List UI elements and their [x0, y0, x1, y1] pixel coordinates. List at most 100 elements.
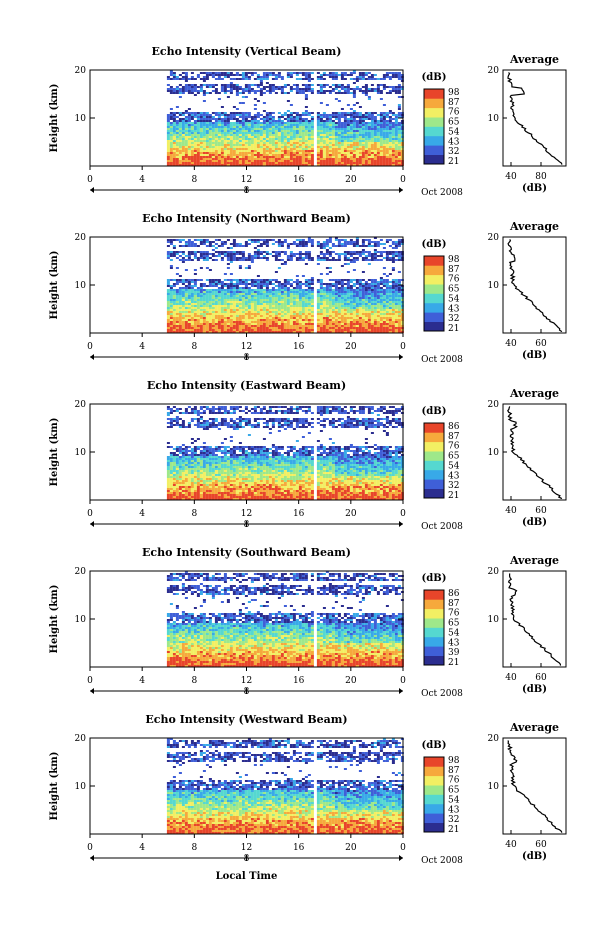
heatmap-cell: [310, 327, 314, 329]
heatmap-cell: [262, 154, 266, 156]
heatmap-cell: [220, 132, 224, 134]
heatmap-cell: [196, 311, 200, 313]
heatmap-cell: [193, 148, 197, 150]
heatmap-cell: [355, 116, 359, 118]
heatmap-cell: [331, 146, 335, 148]
heatmap-cell: [346, 325, 350, 327]
heatmap-cell: [250, 285, 254, 287]
heatmap-cell: [400, 327, 404, 329]
heatmap-cell: [253, 285, 257, 287]
heatmap-cell: [310, 154, 314, 156]
heatmap-cell: [277, 76, 281, 78]
heatmap-cell: [367, 309, 371, 311]
heatmap-cell: [196, 116, 200, 118]
heatmap-cell: [397, 303, 401, 305]
heatmap-cell: [265, 116, 269, 118]
heatmap-cell: [334, 138, 338, 140]
heatmap-cell: [241, 323, 245, 325]
heatmap-cell: [292, 144, 296, 146]
heatmap-cell: [286, 116, 290, 118]
heatmap-cell: [226, 146, 230, 148]
heatmap-cell: [277, 287, 281, 289]
heatmap-cell: [280, 321, 284, 323]
heatmap-cell: [250, 319, 254, 321]
heatmap-cell: [169, 299, 173, 301]
heatmap-cell: [196, 126, 200, 128]
heatmap-cell: [370, 301, 374, 303]
heatmap-cell: [385, 150, 389, 152]
heatmap-cell: [280, 154, 284, 156]
heatmap-cell: [331, 122, 335, 124]
heatmap-cell: [274, 255, 278, 257]
heatmap-cell: [217, 114, 221, 116]
heatmap-cell: [196, 293, 200, 295]
heatmap-cell: [325, 259, 329, 261]
heatmap-cell: [187, 160, 191, 162]
heatmap-cell: [385, 315, 389, 317]
heatmap-cell: [286, 144, 290, 146]
heatmap-cell: [211, 90, 215, 92]
heatmap-cell: [220, 142, 224, 144]
heatmap-cell: [373, 118, 377, 120]
heatmap-cell: [367, 305, 371, 307]
heatmap-cell: [220, 309, 224, 311]
heatmap-cell: [280, 164, 284, 166]
heatmap-cell: [235, 283, 239, 285]
heatmap-cell: [211, 283, 215, 285]
heatmap-cell: [328, 72, 332, 74]
heatmap-cell: [268, 291, 272, 293]
heatmap-cell: [304, 96, 308, 98]
heatmap-cell: [295, 299, 299, 301]
heatmap-cell: [346, 327, 350, 329]
heatmap-cell: [361, 78, 365, 80]
heatmap-cell: [256, 140, 260, 142]
heatmap-cell: [376, 281, 380, 283]
heatmap-cell: [217, 301, 221, 303]
heatmap-cell: [232, 142, 236, 144]
heatmap-cell: [172, 116, 176, 118]
heatmap-cell: [367, 327, 371, 329]
heatmap-cell: [253, 150, 257, 152]
heatmap-cell: [193, 273, 197, 275]
heatmap-cell: [310, 297, 314, 299]
heatmap-cell: [355, 281, 359, 283]
heatmap-cell: [178, 148, 182, 150]
heatmap-cell: [334, 311, 338, 313]
heatmap-cell: [295, 331, 299, 333]
heatmap-cell: [376, 309, 380, 311]
heatmap-cell: [235, 136, 239, 138]
heatmap-cell: [166, 329, 170, 331]
heatmap-cell: [310, 128, 314, 130]
heatmap-cell: [172, 90, 176, 92]
heatmap-cell: [346, 126, 350, 128]
heatmap-cell: [379, 162, 383, 164]
heatmap-cell: [208, 142, 212, 144]
heatmap-cell: [220, 293, 224, 295]
heatmap-cell: [247, 303, 251, 305]
heatmap-cell: [367, 76, 371, 78]
heatmap-cell: [292, 287, 296, 289]
heatmap-cell: [247, 307, 251, 309]
heatmap-cell: [262, 134, 266, 136]
heatmap-cell: [298, 140, 302, 142]
heatmap-cell: [394, 303, 398, 305]
heatmap-cell: [325, 303, 329, 305]
heatmap-cell: [358, 311, 362, 313]
heatmap-cell: [238, 134, 242, 136]
heatmap-cell: [283, 132, 287, 134]
heatmap-cell: [190, 144, 194, 146]
heatmap-cell: [337, 152, 341, 154]
heatmap-cell: [289, 72, 293, 74]
heatmap-cell: [253, 329, 257, 331]
heatmap-cell: [247, 86, 251, 88]
heatmap-cell: [367, 112, 371, 114]
heatmap-cell: [241, 289, 245, 291]
heatmap-cell: [349, 144, 353, 146]
heatmap-cell: [355, 283, 359, 285]
heatmap-cell: [235, 84, 239, 86]
heatmap-cell: [382, 289, 386, 291]
heatmap-cell: [358, 150, 362, 152]
heatmap-cell: [169, 315, 173, 317]
heatmap-cell: [328, 144, 332, 146]
heatmap-cell: [367, 307, 371, 309]
